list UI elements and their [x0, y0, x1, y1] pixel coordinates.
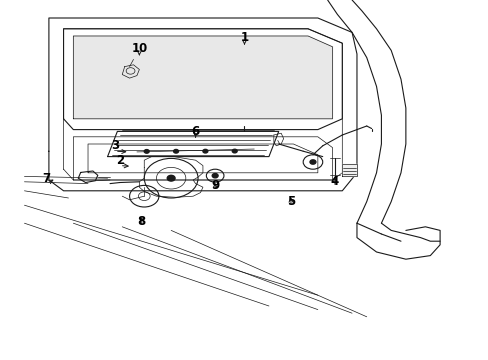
Circle shape — [173, 149, 178, 153]
Text: 3: 3 — [111, 139, 119, 152]
Circle shape — [309, 160, 315, 164]
Circle shape — [167, 175, 175, 181]
Text: 9: 9 — [211, 179, 219, 192]
Text: 2: 2 — [116, 154, 123, 167]
Text: 4: 4 — [330, 175, 338, 188]
Circle shape — [232, 149, 237, 153]
Text: 7: 7 — [42, 172, 50, 185]
Polygon shape — [73, 36, 332, 119]
Text: 10: 10 — [131, 42, 147, 55]
Circle shape — [203, 149, 207, 153]
Text: 6: 6 — [191, 125, 199, 138]
Circle shape — [212, 174, 218, 178]
Circle shape — [144, 150, 149, 153]
Polygon shape — [342, 164, 356, 176]
Text: 5: 5 — [286, 195, 294, 208]
Text: 1: 1 — [240, 31, 248, 44]
Text: 8: 8 — [138, 215, 145, 228]
